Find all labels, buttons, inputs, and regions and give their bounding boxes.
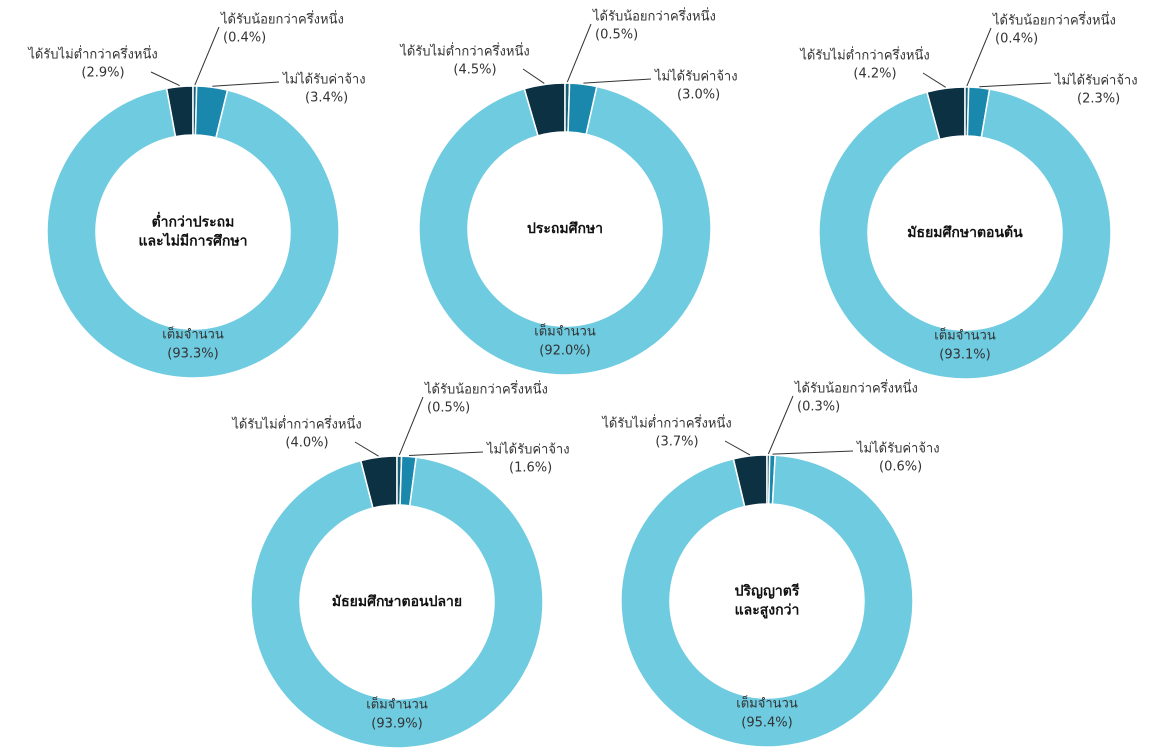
slice-value-label: (3.7%): [655, 435, 698, 450]
slice-label: ได้รับน้อยกว่าครึ่งหนึ่ง: [992, 12, 1116, 29]
slice-value-label: (3.4%): [305, 91, 348, 106]
slice-label: เต็มจำนวน: [162, 325, 224, 343]
slice-value-label: (0.5%): [595, 28, 638, 43]
slice-value-label: (93.1%): [939, 348, 990, 363]
leader-line: [398, 396, 424, 456]
slice-label: เต็มจำนวน: [736, 694, 798, 712]
leader-line: [150, 71, 180, 87]
slice-label: ได้รับน้อยกว่าครึ่งหนึ่ง: [424, 381, 548, 398]
leader-line: [354, 441, 379, 457]
slice-value-label: (0.3%): [797, 400, 840, 415]
slice-label: ไม่ได้รับค่าจ้าง: [282, 72, 366, 88]
leader-line: [979, 82, 1052, 88]
chart-title: มัธยมศึกษาตอนปลาย: [332, 593, 462, 610]
leader-line: [772, 450, 854, 455]
slice-label: ได้รับไม่ต่ำกว่าครึ่งหนึ่ง: [399, 43, 529, 60]
slice-label: ไม่ได้รับค่าจ้าง: [1054, 73, 1138, 89]
slice-label: ได้รับน้อยกว่าครึ่งหนึ่ง: [794, 380, 918, 397]
slice-value-label: (0.5%): [427, 401, 470, 416]
donut-slice: [250, 456, 544, 749]
slice-label: ไม่ได้รับค่าจ้าง: [486, 442, 570, 458]
leader-line: [194, 26, 220, 86]
leader-line: [522, 68, 545, 84]
slice-value-label: (0.4%): [223, 31, 266, 46]
chart-title: ปริญญาตรี: [735, 584, 800, 600]
slice-value-label: (93.3%): [167, 347, 218, 362]
slice-value-label: (4.0%): [285, 436, 328, 451]
slice-value-label: (0.4%): [995, 32, 1038, 47]
chart-title: ประถมศึกษา: [527, 220, 603, 237]
slice-label: ไม่ได้รับค่าจ้าง: [654, 69, 738, 85]
leader-line: [583, 78, 652, 84]
leader-line: [212, 81, 280, 87]
slice-value-label: (93.9%): [371, 717, 422, 732]
chart-title: และไม่มีการศึกษา: [139, 232, 248, 250]
slice-label: เต็มจำนวน: [534, 322, 596, 340]
slice-value-label: (4.5%): [453, 63, 496, 78]
slice-value-label: (1.6%): [509, 461, 552, 476]
slice-label: ได้รับไม่ต่ำกว่าครึ่งหนึ่ง: [601, 415, 731, 432]
leader-line: [922, 72, 946, 88]
donut-slice: [46, 87, 340, 379]
slice-label: ได้รับไม่ต่ำกว่าครึ่งหนึ่ง: [27, 46, 157, 63]
slice-value-label: (0.6%): [879, 460, 922, 475]
leader-line: [724, 440, 751, 456]
leader-line: [566, 23, 592, 83]
slice-value-label: (2.3%): [1077, 92, 1120, 107]
donut-slice: [818, 88, 1112, 380]
leader-line: [767, 395, 794, 455]
chart-title: มัธยมศึกษาตอนต้น: [907, 224, 1023, 241]
slice-value-label: (4.2%): [853, 67, 896, 82]
slice-label: ได้รับน้อยกว่าครึ่งหนึ่ง: [592, 8, 716, 25]
slice-value-label: (2.9%): [81, 66, 124, 81]
slice-label: ไม่ได้รับค่าจ้าง: [856, 441, 940, 457]
slice-label: เต็มจำนวน: [934, 326, 996, 344]
leader-line: [966, 27, 992, 87]
slice-label: ได้รับไม่ต่ำกว่าครึ่งหนึ่ง: [799, 47, 929, 64]
chart-title: ต่ำกว่าประถม: [152, 212, 235, 231]
chart-title: และสูงกว่า: [735, 603, 800, 619]
slice-value-label: (95.4%): [741, 716, 792, 731]
slice-value-label: (92.0%): [539, 344, 590, 359]
slice-label: ได้รับไม่ต่ำกว่าครึ่งหนึ่ง: [231, 416, 361, 433]
slice-label: ได้รับน้อยกว่าครึ่งหนึ่ง: [220, 11, 344, 28]
donut-slice: [418, 85, 712, 376]
donut-slice: [620, 454, 914, 748]
slice-value-label: (3.0%): [677, 88, 720, 103]
leader-line: [408, 451, 484, 456]
slice-label: เต็มจำนวน: [366, 695, 428, 713]
